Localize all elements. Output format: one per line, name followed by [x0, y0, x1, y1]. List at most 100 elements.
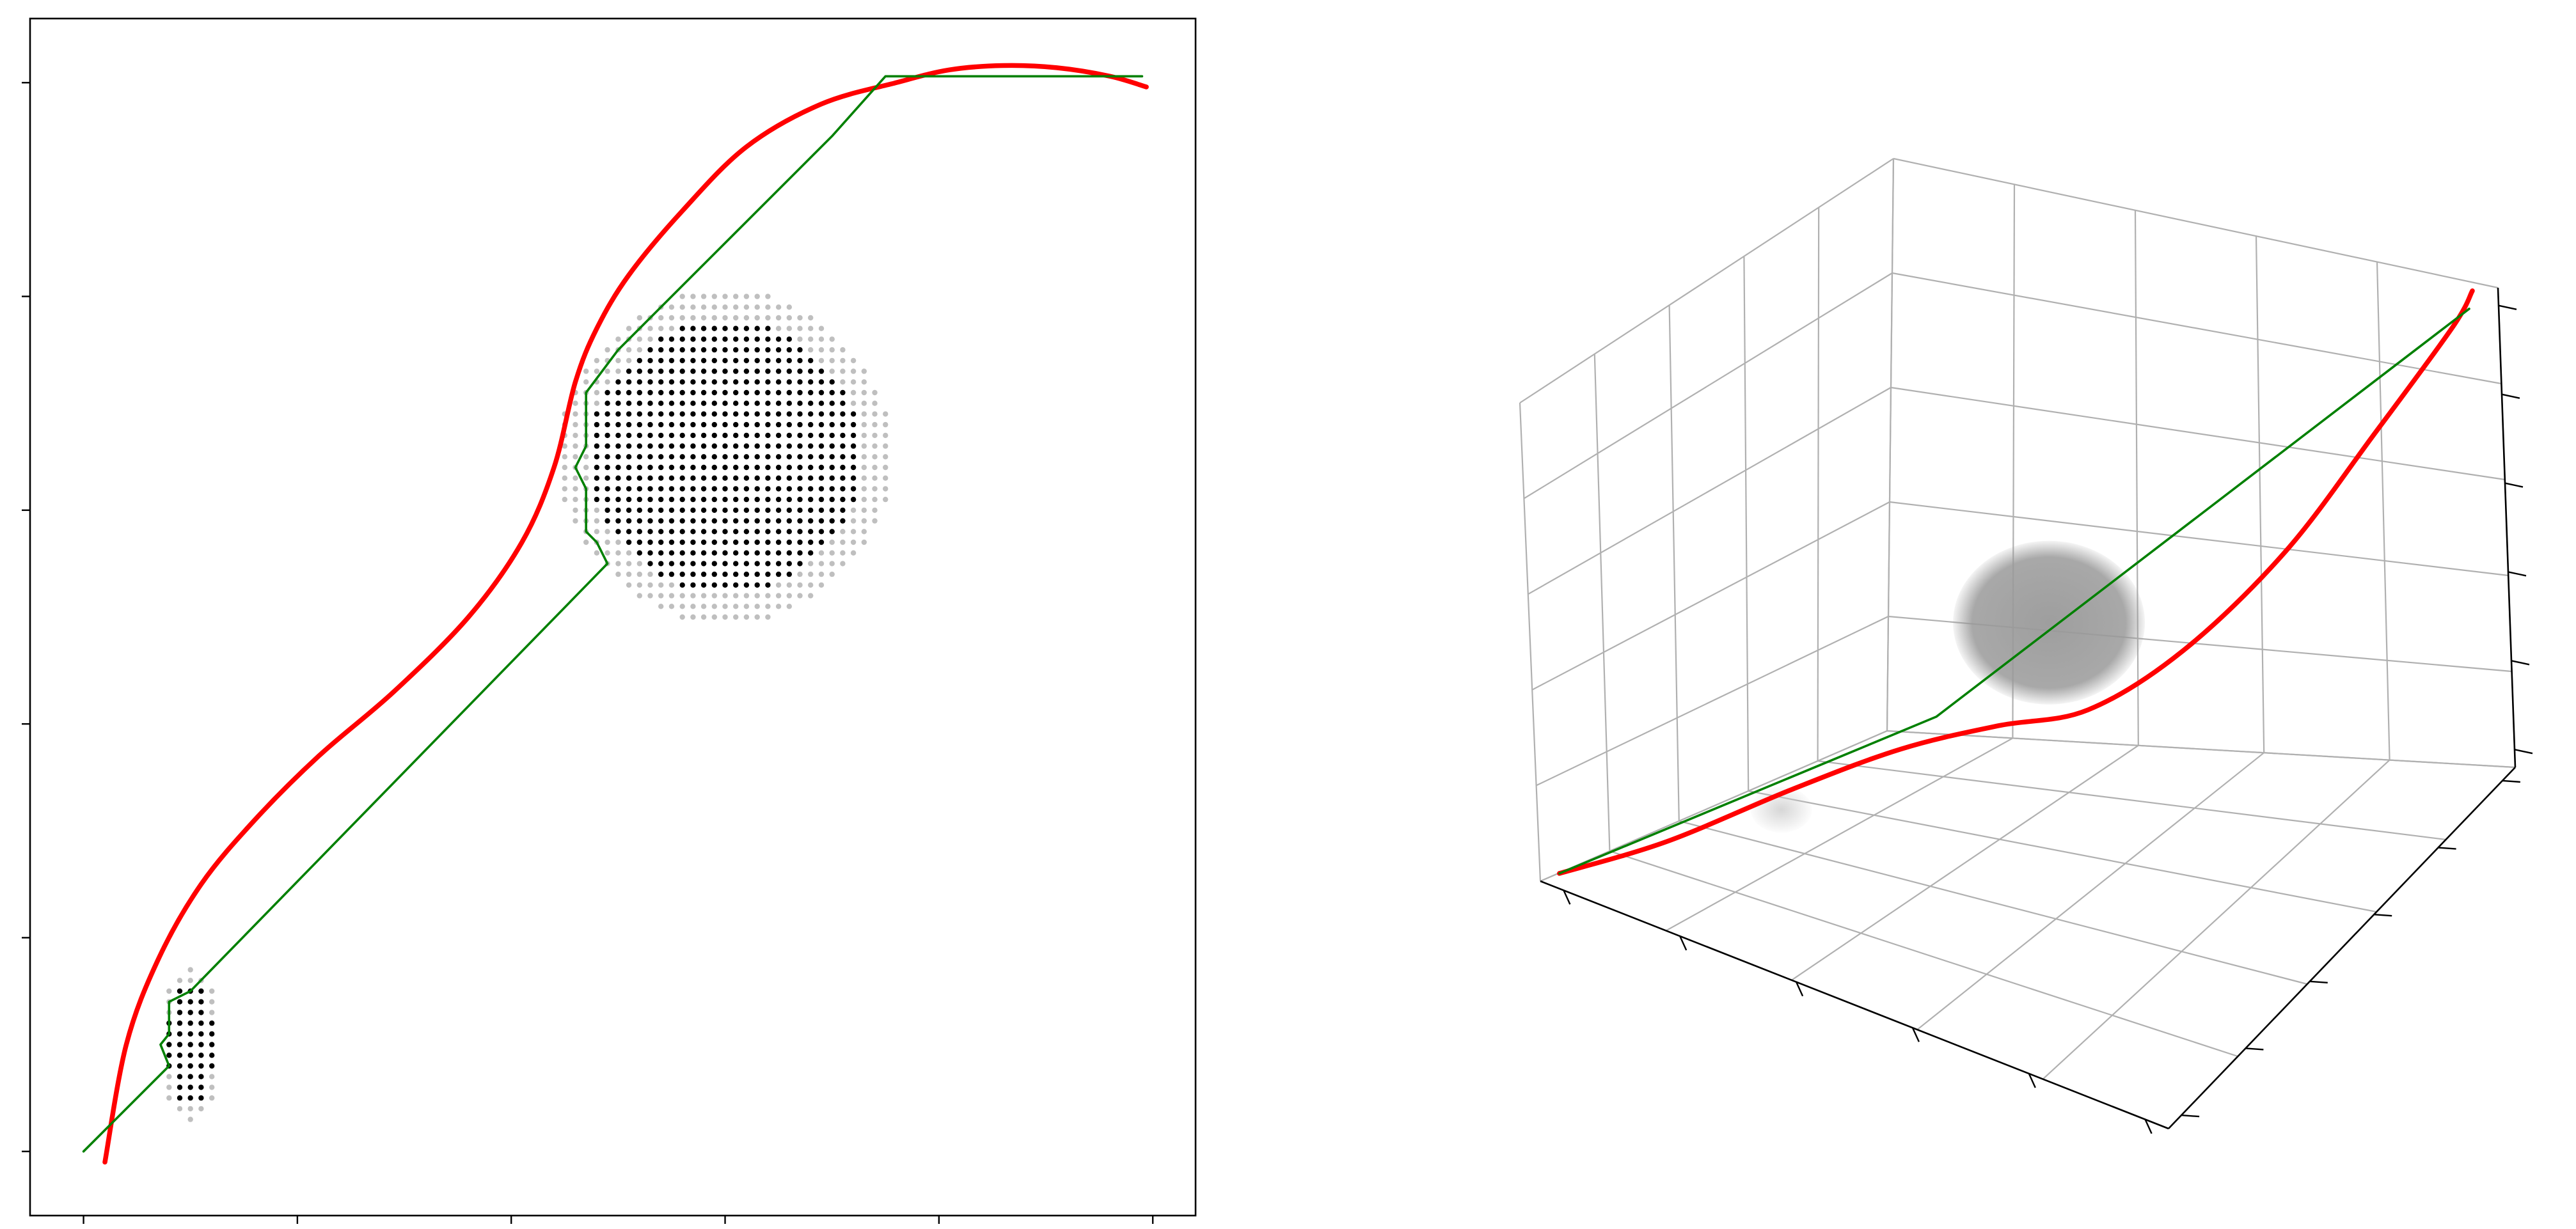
floor-grid-line	[1791, 744, 2139, 981]
obstacle-point	[626, 507, 632, 513]
obstacle-point	[861, 518, 867, 524]
axes-frame	[29, 17, 1197, 1217]
obstacle-point	[711, 604, 718, 609]
obstacle-point	[840, 496, 846, 503]
obstacle-point	[647, 529, 653, 535]
obstacle-point	[626, 475, 632, 481]
obstacle-point	[594, 529, 600, 535]
obstacle-point	[743, 571, 750, 577]
obstacle-point	[754, 368, 760, 374]
obstacle-point	[187, 978, 193, 983]
obstacle-point	[850, 486, 857, 492]
obstacle-point	[594, 443, 600, 449]
obstacle-point	[754, 604, 760, 609]
obstacle-point	[647, 464, 653, 471]
obstacle-point	[743, 550, 750, 556]
obstacle-point	[733, 518, 739, 524]
obstacle-point	[668, 518, 675, 524]
floor-grid-line	[1679, 820, 2308, 985]
obstacle-point	[668, 443, 675, 449]
obstacle-point	[754, 614, 760, 620]
obstacle-point	[583, 379, 589, 385]
obstacle-point	[711, 411, 718, 417]
obstacle-point	[636, 518, 642, 524]
obstacle-point	[765, 539, 771, 545]
obstacle-point	[722, 357, 728, 364]
obstacle-point	[690, 593, 696, 599]
obstacle-point	[658, 593, 664, 599]
obstacle-point	[711, 464, 718, 471]
obstacle-point	[636, 357, 642, 364]
obstacle-point	[658, 443, 664, 449]
obstacle-point	[604, 518, 610, 524]
obstacle-point	[626, 486, 632, 492]
obstacle-point	[765, 411, 771, 417]
obstacle-point	[626, 550, 632, 556]
obstacle-point	[775, 315, 782, 321]
obstacle-point	[166, 1042, 172, 1047]
obstacle-point	[743, 432, 750, 439]
obstacle-point	[850, 550, 857, 556]
obstacle-point	[765, 529, 771, 535]
obstacle-point	[840, 486, 846, 492]
obstacle-point	[808, 518, 814, 524]
obstacle-point	[818, 518, 825, 524]
obstacle-point	[861, 496, 867, 503]
obstacle-point	[700, 421, 707, 428]
obstacle-point	[840, 529, 846, 535]
obstacle-point	[786, 571, 793, 577]
floor-grid-line	[1916, 752, 2264, 1031]
obstacle-point	[733, 443, 739, 449]
obstacle-point	[808, 529, 814, 535]
obstacle-point	[775, 336, 782, 342]
obstacle-point	[722, 411, 728, 417]
obstacle-point	[840, 454, 846, 460]
obstacle-point	[808, 507, 814, 513]
obstacle-point	[626, 411, 632, 417]
obstacle-point	[658, 432, 664, 439]
obstacle-point	[872, 432, 878, 439]
obstacle-point	[883, 432, 889, 439]
obstacle-point	[722, 475, 728, 481]
left-wall-grid-line	[1886, 158, 1895, 732]
obstacle-point	[829, 475, 835, 481]
obstacle-point	[733, 294, 739, 299]
obstacle-point	[765, 604, 771, 609]
obstacle-point	[668, 507, 675, 513]
obstacle-point	[818, 336, 825, 342]
obstacle-point	[861, 400, 867, 406]
obstacle-point	[786, 325, 793, 331]
obstacle-point	[765, 475, 771, 481]
obstacle-point	[647, 357, 653, 364]
obstacle-point	[636, 475, 642, 481]
obstacle-point	[198, 1074, 204, 1079]
obstacle-point	[700, 593, 707, 599]
obstacle-point	[668, 486, 675, 492]
obstacle-point	[808, 496, 814, 503]
obstacle-point	[775, 325, 782, 331]
obstacle-point	[647, 475, 653, 481]
obstacle-point	[829, 421, 835, 428]
obstacle-point	[668, 582, 675, 588]
obstacle-point	[808, 454, 814, 460]
floor-grid-line	[1665, 737, 2013, 932]
obstacle-point	[722, 325, 728, 331]
obstacle-point	[636, 486, 642, 492]
obstacle-point	[754, 379, 760, 385]
obstacle-point	[658, 561, 664, 567]
obstacle-point	[733, 496, 739, 503]
obstacle-point	[594, 389, 600, 396]
obstacle-point	[818, 529, 825, 535]
obstacle-point	[647, 368, 653, 374]
obstacle-point	[626, 368, 632, 374]
x-tick	[2028, 1073, 2036, 1088]
obstacle-point	[615, 486, 621, 492]
obstacle-point	[872, 507, 878, 513]
obstacle-point	[711, 454, 718, 460]
obstacle-point	[594, 518, 600, 524]
obstacle-point	[775, 411, 782, 417]
obstacle-point	[840, 368, 846, 374]
obstacle-point	[573, 518, 578, 524]
obstacle-point	[690, 539, 696, 545]
obstacle-point	[786, 336, 793, 342]
